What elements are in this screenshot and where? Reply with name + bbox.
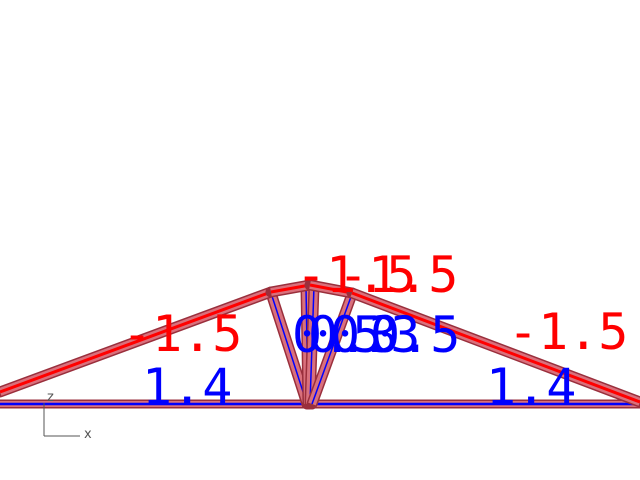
force-label-web-2: 0.3: [308, 306, 398, 364]
web-member-1: [265, 287, 313, 410]
force-label-left-bottom-chord: 1.4: [142, 358, 232, 416]
force-label-web-3: 0.3: [330, 306, 420, 364]
top-chord-right: [346, 287, 640, 408]
z-axis-label: z: [47, 390, 54, 405]
web-member-3: [304, 280, 320, 410]
top-chord-apex-left: [265, 279, 316, 298]
force-label-right-top-chord: -1.5: [508, 303, 628, 361]
force-label-apex-left: -1.5: [296, 246, 416, 304]
force-label-left-top-chord: -1.5: [122, 305, 242, 363]
top-chord-left: [0, 286, 277, 398]
force-label-web-4: 0.5: [370, 306, 460, 364]
top-chord-apex-right: [304, 279, 358, 299]
force-label-web-1: 0.5: [292, 306, 382, 364]
axis-triad: z x: [43, 390, 92, 442]
x-axis-label: x: [84, 427, 92, 442]
force-label-right-bottom-chord: 1.4: [486, 358, 576, 416]
web-member-4: [306, 288, 358, 410]
force-label-apex-right: -1.5: [338, 246, 458, 304]
